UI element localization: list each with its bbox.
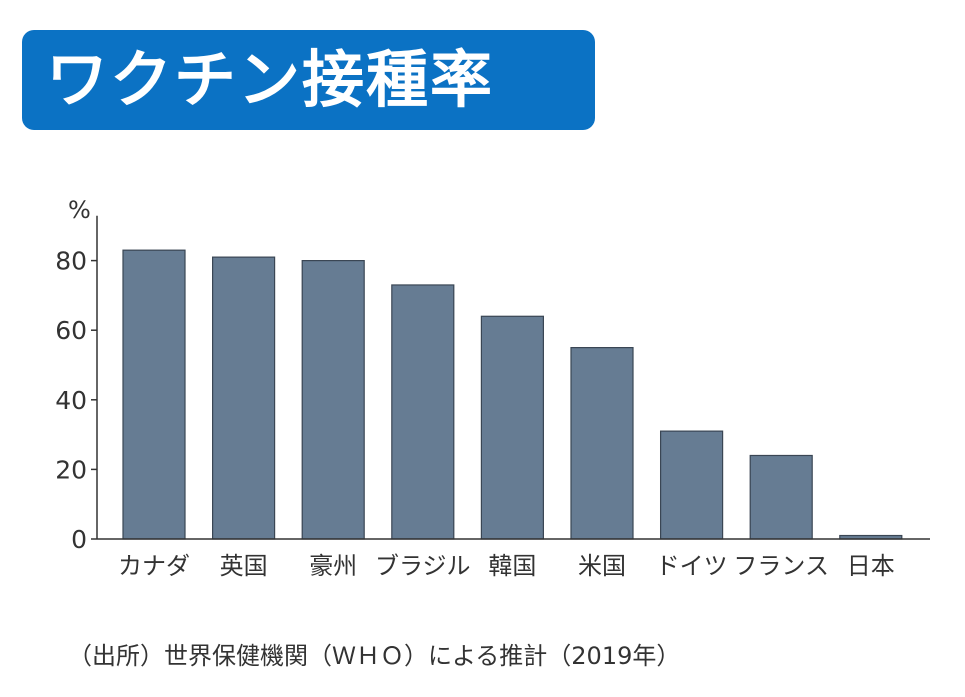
bars-layer — [122, 249, 903, 540]
axis-layer — [96, 215, 930, 540]
x-category-label: 英国 — [220, 552, 268, 580]
y-tick-label: 20 — [55, 455, 87, 484]
y-tick-label: 40 — [55, 386, 87, 415]
bar — [391, 284, 455, 540]
x-category-label: 韓国 — [488, 552, 536, 580]
title-banner: ワクチン接種率 — [22, 30, 595, 130]
bar — [122, 249, 186, 540]
y-tick-label: 80 — [55, 247, 87, 276]
x-category-label: 豪州 — [309, 552, 357, 580]
y-unit-label: % — [68, 196, 91, 224]
y-tick-label: 60 — [55, 316, 87, 345]
y-ticks-layer: 0 20 40 60 80 — [55, 247, 97, 554]
x-category-label: 日本 — [847, 552, 895, 580]
bar — [570, 347, 634, 540]
x-category-label: カナダ — [118, 552, 190, 580]
x-category-label: ブラジル — [375, 552, 471, 580]
source-note: （出所）世界保健機関（ＷＨＯ）による推計（2019年） — [68, 642, 681, 670]
x-category-label: 米国 — [578, 552, 626, 580]
x-category-label: フランス — [733, 552, 829, 580]
bar — [659, 430, 724, 540]
bar — [301, 260, 365, 540]
bar — [212, 256, 276, 540]
chart-title: ワクチン接種率 — [46, 43, 495, 116]
bar — [749, 454, 813, 540]
bar — [480, 315, 544, 540]
y-tick-label: 0 — [71, 525, 87, 554]
x-labels-layer: カナダ 英国 豪州 ブラジル 韓国 米国 ドイツ フランス 日本 — [118, 552, 895, 580]
x-category-label: ドイツ — [656, 552, 728, 580]
